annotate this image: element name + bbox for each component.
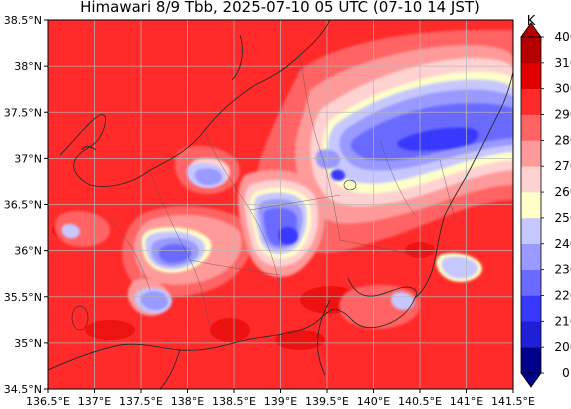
colorbar-tick-label: 210 [555, 314, 571, 328]
y-tick-label: 38°N [14, 60, 42, 73]
colorbar-tick-label: 250 [555, 211, 571, 225]
y-tick-label: 35°N [14, 337, 42, 350]
x-tick-label: 138°E [171, 395, 204, 408]
colorbar-segment [521, 321, 541, 348]
y-tick-label: 38.5°N [4, 14, 42, 27]
colorbar-tick-label: 240 [555, 237, 571, 251]
x-tick-label: 141.5°E [491, 395, 535, 408]
colorbar-segment [521, 295, 541, 322]
colorbar-segment [521, 88, 541, 115]
x-tick-label: 136.5°E [26, 395, 70, 408]
colorbar-segment [521, 140, 541, 167]
colorbar-segment [521, 347, 541, 374]
map-title: Himawari 8/9 Tbb, 2025-07-10 05 UTC (07-… [80, 0, 480, 16]
colorbar-segment [521, 37, 541, 64]
colorbar-tick-label: 310 [555, 56, 571, 70]
colorbar-tick-label: 220 [555, 288, 571, 302]
colorbar-tick-label: 260 [555, 185, 571, 199]
lakes [71, 179, 357, 331]
colorbar: 0 200 210 220 230 240 250 260 270 280 290 300 310 400 [520, 22, 571, 388]
colorbar-unit-label: K [527, 14, 536, 29]
x-tick-label: 137°E [78, 395, 111, 408]
colorbar-tick-label: 230 [555, 263, 571, 277]
colorbar-extend-min [520, 372, 542, 388]
colorbar-tick-label: 400 [555, 30, 571, 44]
map-gridlines [48, 20, 513, 389]
colorbar-frame [520, 36, 542, 374]
map-area [48, 20, 513, 389]
y-tick-label: 36.5°N [4, 199, 42, 212]
x-tick-label: 139°E [264, 395, 297, 408]
x-tick-label: 140°E [357, 395, 390, 408]
colorbar-tick-label: 0 [562, 366, 570, 380]
x-axis: 136.5°E 137°E 137.5°E 138°E 138.5°E 139°E 139.… [26, 389, 535, 408]
x-tick-label: 141°E [450, 395, 483, 408]
colorbar-segment [521, 62, 541, 89]
coastlines [48, 20, 513, 389]
x-tick-label: 140.5°E [398, 395, 442, 408]
colorbar-tick-label: 300 [555, 82, 571, 96]
y-tick-label: 34.5°N [4, 383, 42, 396]
colorbar-tick-label: 270 [555, 159, 571, 173]
colorbar-segment [521, 114, 541, 141]
prefecture-borders [109, 54, 456, 331]
colorbar-segment [521, 269, 541, 296]
y-tick-label: 36°N [14, 245, 42, 258]
colorbar-tick-label: 290 [555, 108, 571, 122]
y-tick-label: 37°N [14, 152, 42, 165]
y-tick-label: 35.5°N [4, 291, 42, 304]
x-tick-label: 137.5°E [119, 395, 163, 408]
x-tick-label: 139.5°E [305, 395, 349, 408]
colorbar-segment [521, 243, 541, 270]
colorbar-segment [521, 166, 541, 193]
x-tick-label: 138.5°E [212, 395, 256, 408]
cold-cloud-210 [278, 127, 479, 245]
y-tick-label: 37.5°N [4, 106, 42, 119]
colorbar-tick-label: 280 [555, 133, 571, 147]
colorbar-segment [521, 217, 541, 245]
colorbar-segment [521, 192, 541, 219]
y-axis: 38.5°N 38°N 37.5°N 37°N 36.5°N 36°N 35.5°N 35°N… [4, 14, 48, 396]
colorbar-tick-label: 200 [555, 340, 571, 354]
